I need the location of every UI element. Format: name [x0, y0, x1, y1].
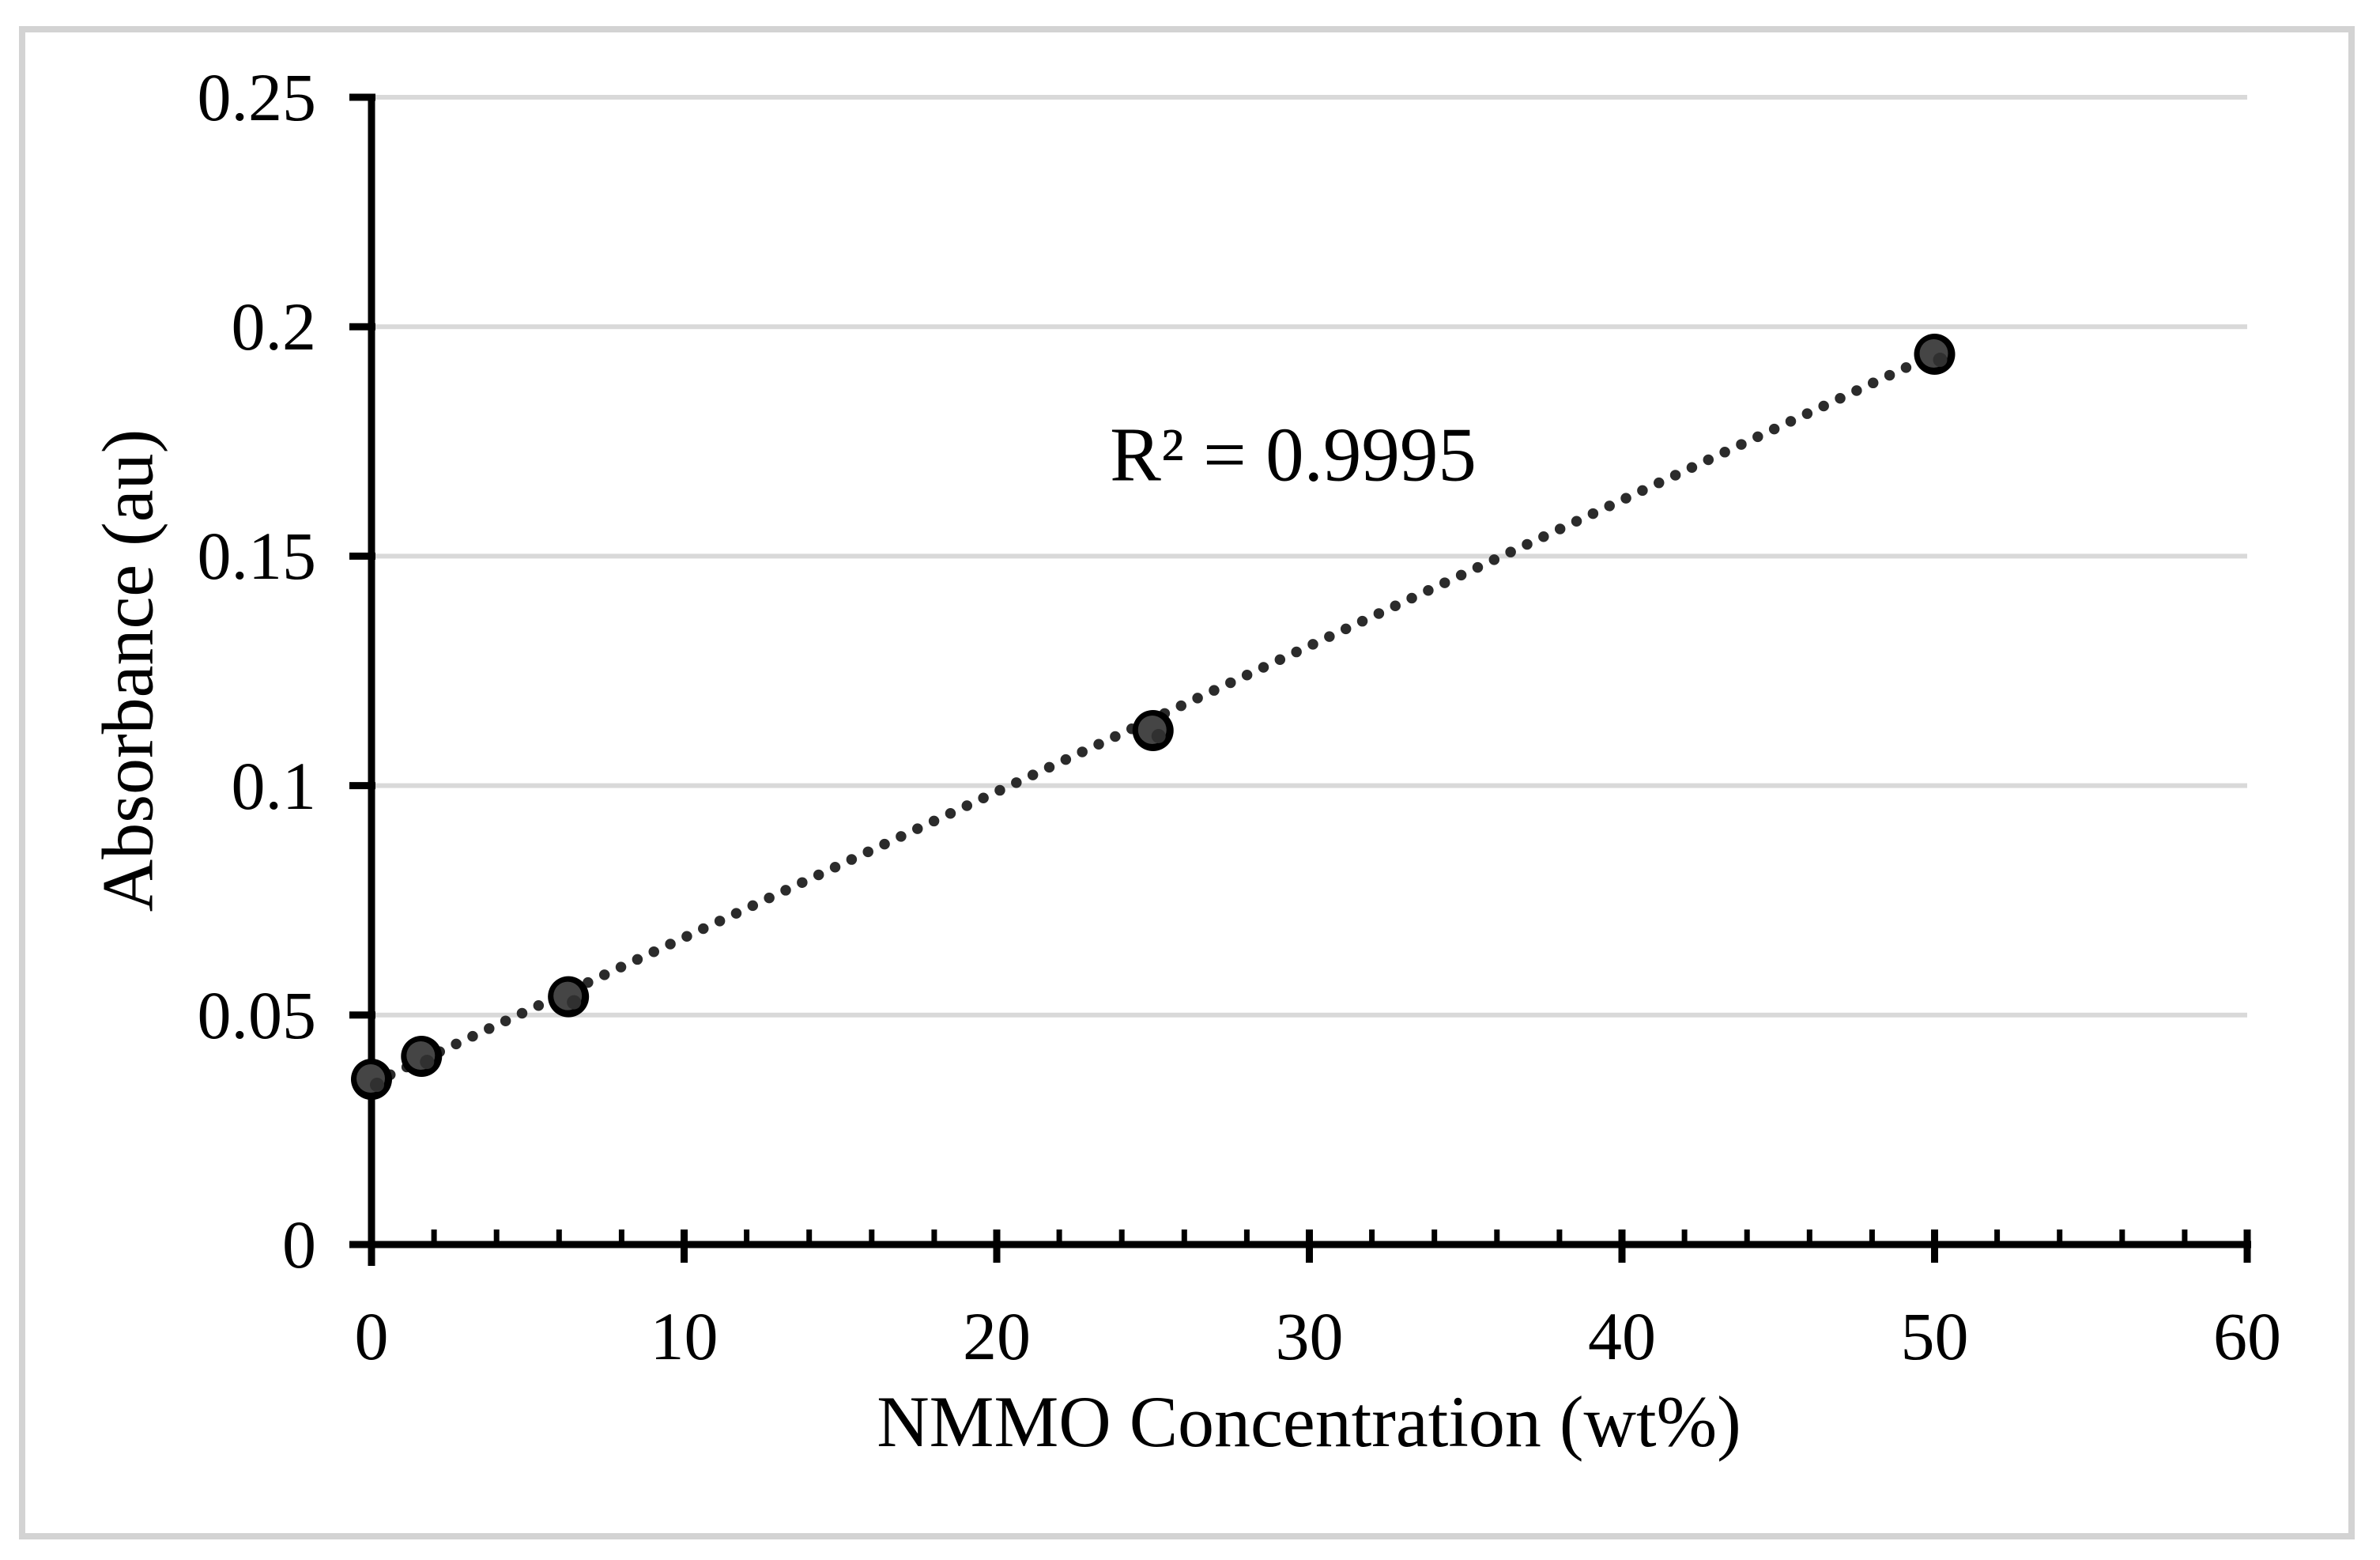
data-point [351, 1059, 392, 1101]
data-point [1914, 334, 1956, 376]
x-tick-label-30: 30 [1275, 1298, 1344, 1374]
y-tick-label-0: 0 [282, 1207, 316, 1282]
axes [349, 93, 2251, 1266]
y-axis-title: Absorbance (au) [87, 429, 168, 912]
r-squared-annotation: R² = 0.9995 [1110, 412, 1477, 497]
x-tick-label-40: 40 [1588, 1298, 1656, 1374]
gridlines [372, 95, 2247, 1018]
data-point [1132, 709, 1174, 751]
data-point [548, 976, 590, 1018]
x-tick-label-10: 10 [650, 1298, 719, 1374]
x-tick-label-60: 60 [2213, 1298, 2281, 1374]
x-axis-title: NMMO Concentration (wt%) [877, 1381, 1741, 1462]
figure-border [19, 26, 2355, 1539]
x-tick-label-0: 0 [354, 1298, 389, 1374]
data-points [351, 334, 1956, 1101]
y-tick-label-0.15: 0.15 [197, 518, 317, 595]
y-tick-label-0.1: 0.1 [231, 747, 317, 824]
y-tick-label-0.25: 0.25 [197, 59, 317, 135]
x-tick-label-20: 20 [963, 1298, 1031, 1374]
y-tick-label-0.05: 0.05 [197, 976, 317, 1053]
y-tick-label-0.2: 0.2 [231, 289, 317, 365]
x-tick-label-50: 50 [1900, 1298, 1969, 1374]
data-point [401, 1036, 443, 1078]
